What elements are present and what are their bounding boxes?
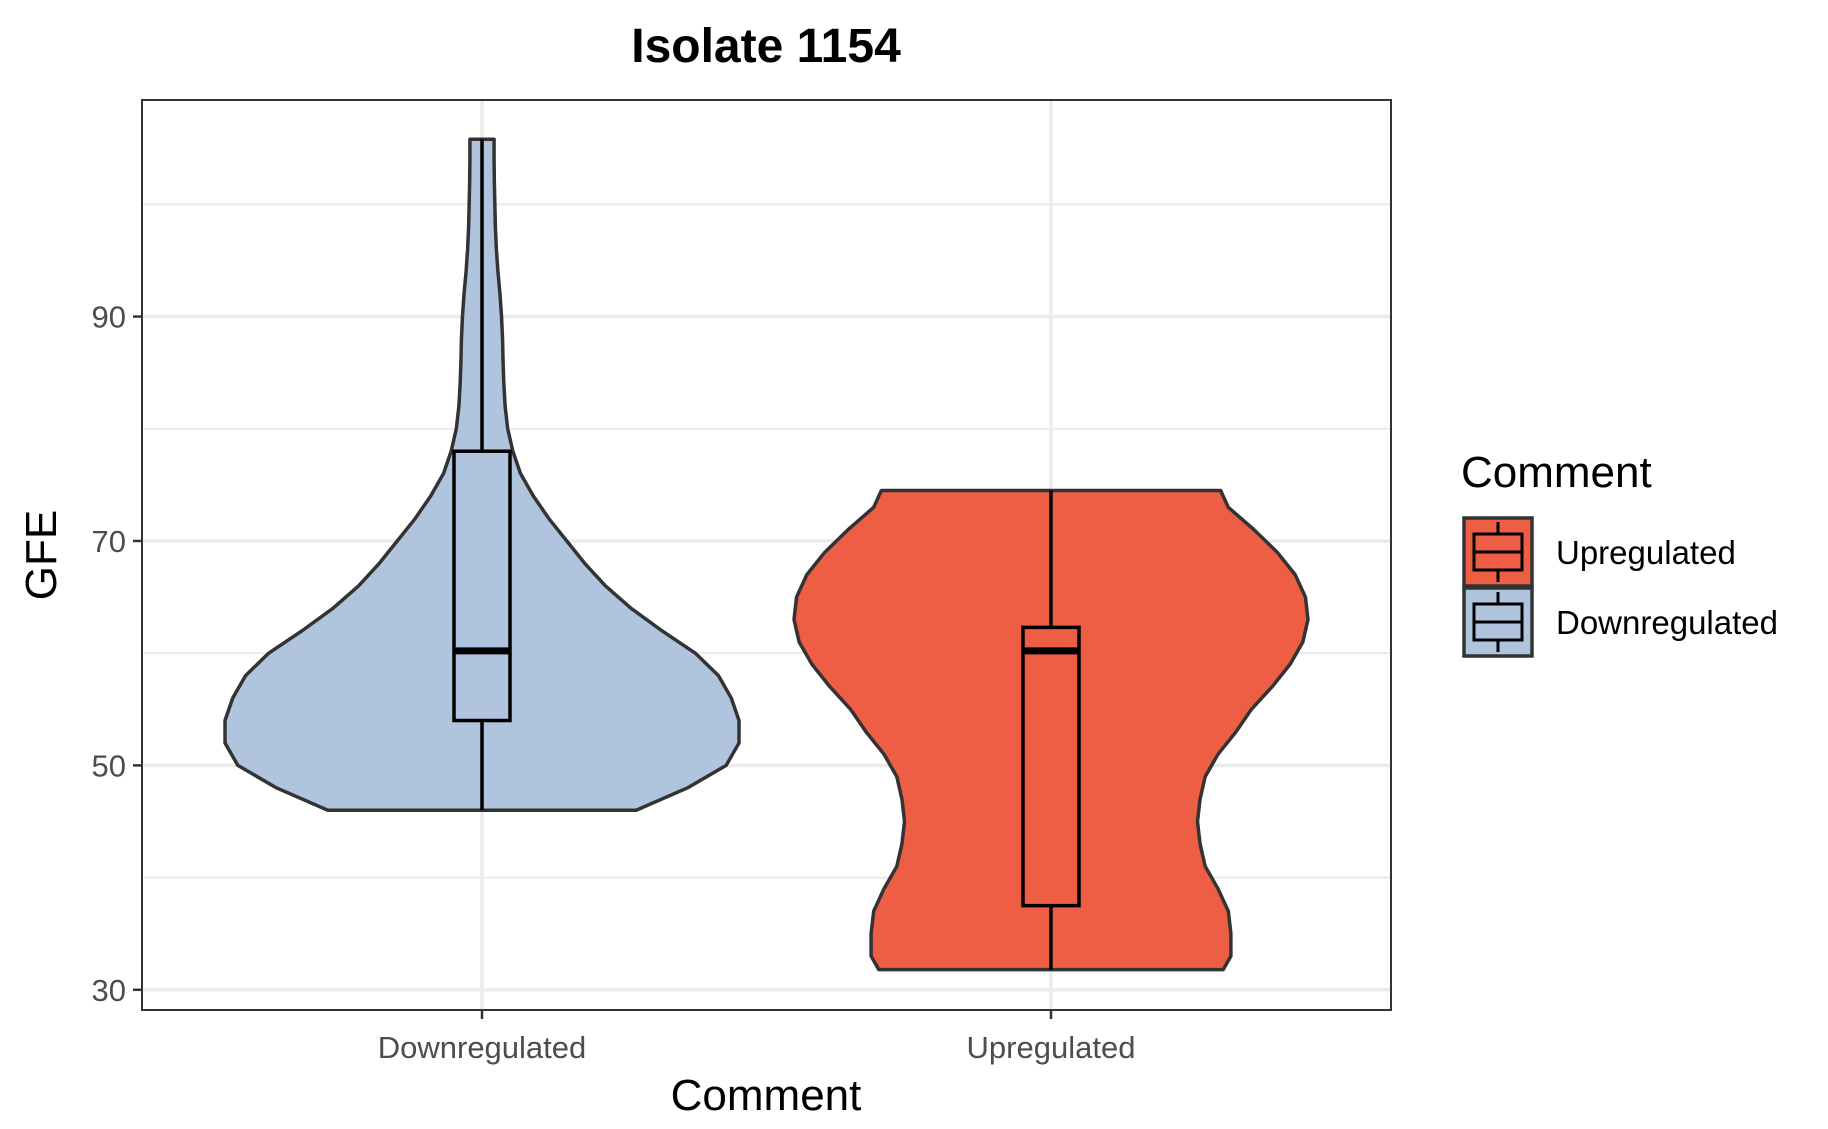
y-tick-label: 50 <box>92 748 126 783</box>
axes: 30 50 70 90 Downregulated Upregulated <box>92 300 1136 1065</box>
legend-key-downregulated: Downregulated <box>1462 586 1778 658</box>
boxplots <box>452 139 1081 970</box>
y-tick-label: 90 <box>92 300 126 335</box>
legend-label: Upregulated <box>1556 534 1736 571</box>
chart-title: Isolate 1154 <box>631 20 901 73</box>
x-tick-label: Downregulated <box>378 1030 587 1065</box>
legend-title: Comment <box>1461 448 1652 497</box>
box-downregulated <box>452 449 512 723</box>
y-tick-label: 70 <box>92 524 126 559</box>
legend-keys: Upregulated Downregulated <box>1462 516 1778 658</box>
x-tick-label: Upregulated <box>967 1030 1136 1065</box>
y-axis-title: GFE <box>17 510 66 600</box>
box-upregulated <box>1021 625 1081 908</box>
legend-label: Downregulated <box>1556 604 1778 641</box>
legend: Comment Upregulated Downregulated <box>1461 448 1778 658</box>
legend-key-upregulated: Upregulated <box>1462 516 1736 588</box>
plot-panel-border <box>141 99 1392 1011</box>
y-tick-label: 30 <box>92 973 126 1008</box>
x-axis-title: Comment <box>671 1071 862 1120</box>
